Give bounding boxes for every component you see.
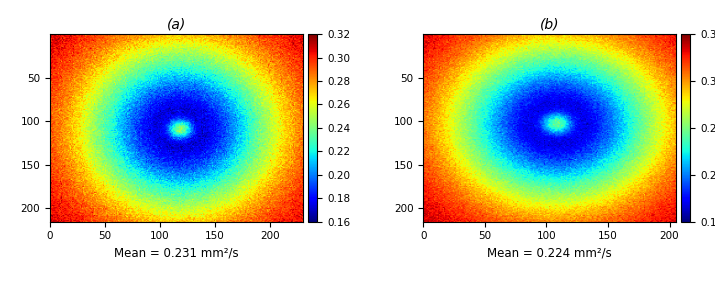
- Title: (a): (a): [167, 18, 186, 32]
- Title: (b): (b): [540, 18, 559, 32]
- X-axis label: Mean = 0.231 mm²/s: Mean = 0.231 mm²/s: [114, 247, 239, 260]
- X-axis label: Mean = 0.224 mm²/s: Mean = 0.224 mm²/s: [487, 247, 612, 260]
